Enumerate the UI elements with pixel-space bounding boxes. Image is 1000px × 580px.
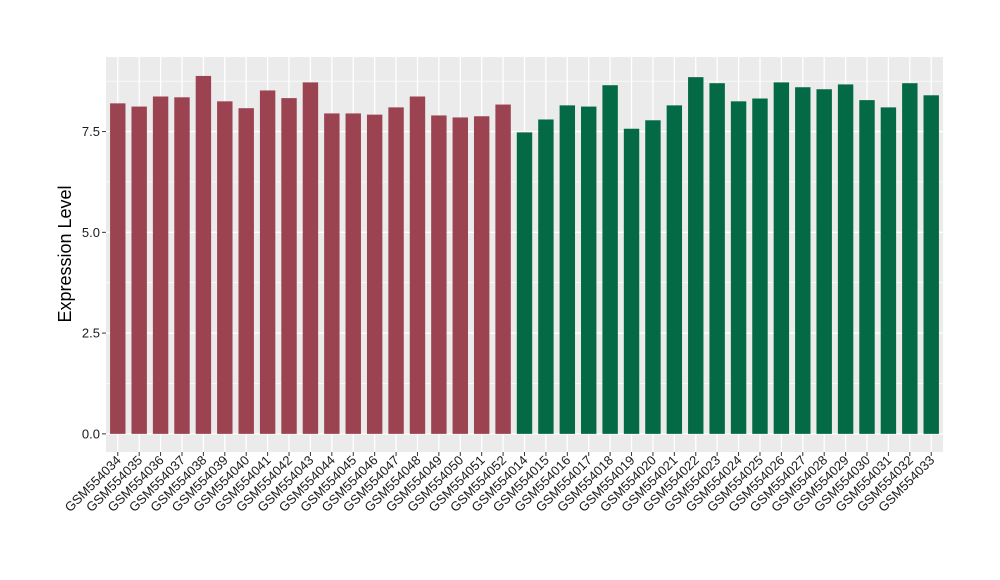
bar (730, 101, 747, 434)
bar (559, 105, 576, 434)
bar (602, 85, 618, 434)
bar (923, 95, 939, 434)
bar (366, 114, 383, 434)
bar (795, 87, 811, 434)
y-tick-label: 2.5 (82, 326, 100, 341)
bar (259, 90, 276, 434)
bar (709, 83, 725, 434)
y-tick-label: 7.5 (82, 124, 100, 139)
bar (174, 97, 190, 434)
bar (302, 82, 319, 434)
bar (495, 104, 511, 434)
bar (645, 120, 661, 434)
bar (152, 96, 169, 434)
bar (688, 77, 704, 434)
x-axis: GSM554034GSM554035GSM554036GSM554037GSM5… (62, 452, 937, 515)
y-tick-label: 0.0 (82, 426, 100, 441)
bar (238, 108, 254, 434)
bar (816, 89, 832, 434)
bar (880, 107, 897, 434)
bars (110, 75, 939, 434)
bar (902, 83, 918, 434)
bar (837, 84, 854, 434)
bar (131, 106, 147, 434)
bar (217, 101, 233, 434)
bar (473, 116, 490, 434)
bar (431, 115, 447, 434)
bar (581, 106, 597, 434)
bar (859, 100, 875, 434)
y-tick-label: 5.0 (82, 225, 100, 240)
bar (345, 113, 361, 434)
bar (666, 105, 683, 434)
bar (281, 98, 297, 434)
bar (388, 107, 404, 434)
bar (773, 82, 790, 434)
bar (623, 128, 640, 434)
bar (538, 119, 554, 434)
bar (752, 98, 768, 434)
bar (110, 103, 126, 434)
bar (324, 113, 340, 434)
bar (516, 132, 533, 434)
y-axis: 0.0 2.5 5.0 7.5 (82, 124, 106, 441)
y-axis-title: Expression Level (55, 185, 75, 322)
bar (452, 117, 468, 434)
bar (409, 96, 426, 434)
bar (195, 75, 212, 434)
